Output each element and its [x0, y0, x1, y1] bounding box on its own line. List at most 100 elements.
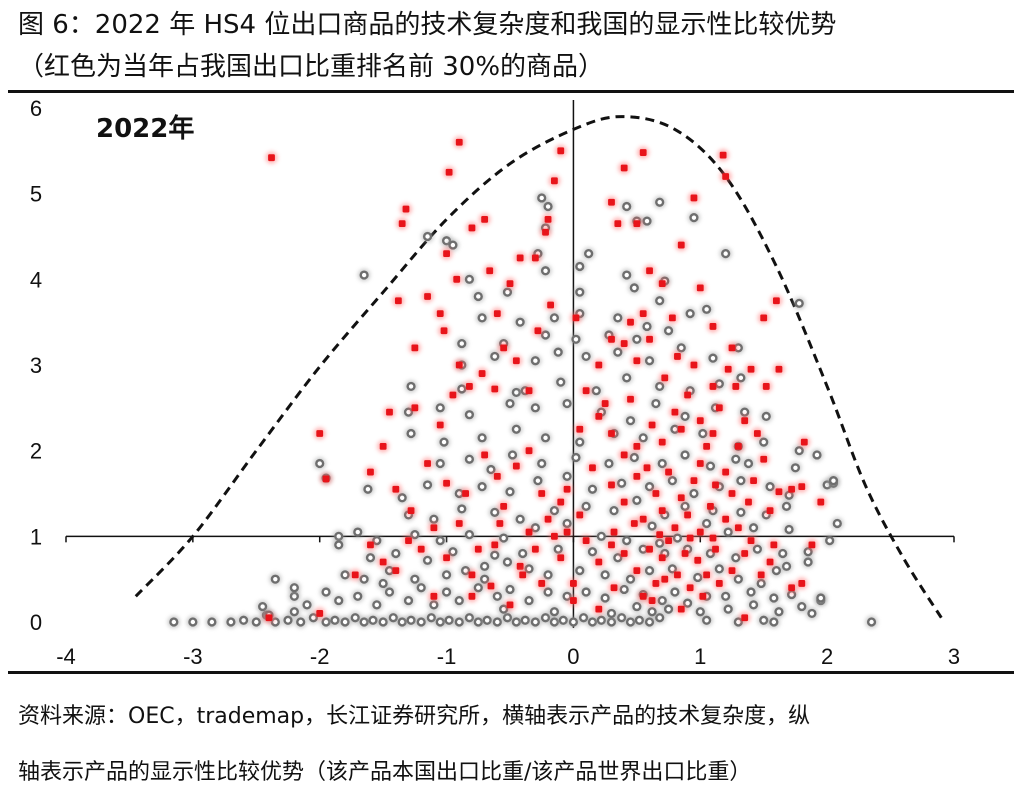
scatter-point-other	[569, 451, 582, 464]
scatter-point-top30	[618, 547, 631, 560]
scatter-point-other	[463, 453, 476, 466]
scatter-point-other	[421, 554, 434, 567]
scatter-point-other	[643, 564, 656, 577]
scatter-point-top30	[641, 461, 654, 474]
scatter-point-top30	[726, 487, 738, 500]
scatter-point-other	[332, 594, 345, 607]
scatter-point-other	[434, 457, 447, 470]
scatter-point-other	[668, 586, 681, 599]
envelope-curve	[134, 115, 943, 619]
scatter-point-top30	[453, 359, 466, 371]
scatter-point-top30	[535, 487, 548, 500]
scatter-point-other	[772, 605, 785, 618]
scatter-point-top30	[785, 483, 798, 496]
scatter-point-top30	[453, 517, 466, 530]
scatter-point-top30	[605, 333, 618, 346]
scatter-point-other	[696, 427, 709, 440]
scatter-point-top30	[472, 543, 485, 556]
scatter-point-other	[675, 341, 688, 354]
scatter-point-top30	[586, 461, 599, 474]
scatter-point-other	[608, 504, 621, 517]
scatter-point-top30	[706, 532, 719, 545]
scatter-point-top30	[529, 251, 542, 264]
scatter-point-other	[573, 436, 586, 449]
scatter-point-other	[805, 607, 818, 620]
scatter-point-other	[539, 264, 552, 277]
scatter-point-top30	[687, 474, 700, 487]
top-divider	[8, 90, 1014, 93]
scatter-point-other	[427, 513, 440, 526]
x-tick-label: 2	[821, 644, 833, 669]
scatter-point-other	[615, 477, 628, 490]
scatter-point-other	[548, 616, 561, 628]
scatter-point-top30	[726, 341, 738, 354]
scatter-point-top30	[592, 556, 605, 569]
scatter-point-other	[497, 532, 510, 545]
scatter-point-top30	[691, 554, 704, 567]
scatter-point-other	[590, 384, 603, 397]
scatter-point-other	[789, 461, 802, 474]
scatter-point-other	[491, 616, 504, 628]
scatter-point-top30	[514, 251, 527, 264]
scatter-point-top30	[687, 191, 700, 204]
scatter-point-top30	[478, 448, 491, 461]
scatter-point-other	[729, 453, 742, 466]
scatter-point-top30	[399, 203, 412, 216]
scatter-point-top30	[580, 384, 593, 397]
scatter-point-top30	[624, 393, 637, 406]
scatter-point-other	[687, 211, 700, 224]
scatter-point-top30	[605, 478, 618, 491]
scatter-point-other	[402, 594, 415, 607]
scatter-point-other	[332, 530, 345, 543]
scatter-point-other	[586, 483, 599, 496]
scatter-point-top30	[738, 414, 751, 427]
scatter-point-other	[488, 506, 501, 519]
scatter-point-top30	[684, 581, 697, 594]
axes	[65, 100, 955, 628]
scatter-point-top30	[605, 538, 618, 551]
scatter-point-other	[700, 517, 713, 530]
scatter-point-other	[653, 196, 666, 209]
scatter-point-top30	[630, 217, 643, 230]
scatter-point-top30	[656, 551, 669, 564]
scatter-point-other	[729, 551, 742, 564]
scatter-point-other	[646, 605, 659, 618]
scatter-point-other	[472, 616, 485, 628]
scatter-point-other	[389, 547, 402, 560]
scatter-point-other	[561, 397, 574, 410]
scatter-point-other	[440, 568, 453, 581]
scatter-point-top30	[510, 460, 523, 473]
scatter-point-other	[256, 600, 269, 613]
scatter-point-top30	[785, 581, 798, 594]
scatter-point-top30	[618, 337, 631, 350]
scatter-point-top30	[719, 513, 732, 526]
scatter-point-top30	[573, 423, 586, 436]
scatter-point-other	[595, 530, 608, 543]
scatter-point-top30	[523, 384, 536, 397]
scatter-point-other	[747, 521, 760, 534]
scatter-point-top30	[544, 299, 557, 312]
scatter-point-other	[438, 436, 451, 449]
scatter-point-other	[288, 605, 301, 618]
scatter-point-top30	[795, 480, 808, 493]
scatter-point-top30	[646, 418, 659, 431]
scatter-point-top30	[478, 213, 491, 226]
scatter-point-top30	[408, 401, 421, 414]
scatter-point-top30	[389, 483, 402, 496]
scatter-point-top30	[421, 290, 434, 303]
scatter-point-other	[757, 436, 770, 449]
scatter-point-top30	[709, 478, 722, 491]
scatter-point-other	[552, 346, 565, 359]
tick-labels: -4 -3 -2 -1 0 1 2 3 0 1 2 3 4 5 6	[30, 96, 960, 669]
scatter-point-other	[700, 614, 713, 627]
scatter-point-top30	[542, 513, 555, 526]
scatter-point-other	[643, 354, 656, 367]
scatter-point-top30	[696, 590, 709, 603]
scatter-point-other	[425, 611, 438, 624]
scatter-point-other	[814, 592, 827, 605]
scatter-point-other	[358, 573, 371, 586]
scatter-point-top30	[434, 418, 447, 431]
scatter-point-top30	[493, 517, 506, 530]
scatter-point-top30	[668, 406, 681, 419]
scatter-point-top30	[567, 577, 580, 590]
